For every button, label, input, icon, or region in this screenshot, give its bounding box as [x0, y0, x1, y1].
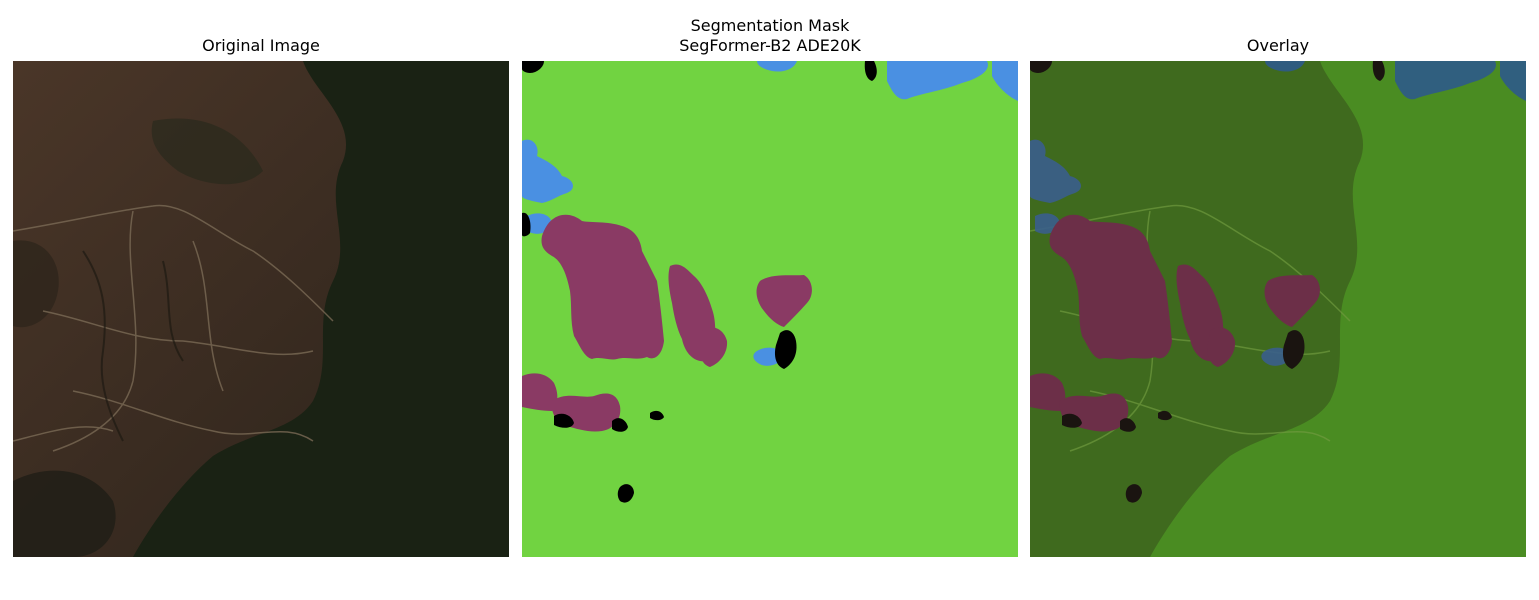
- segmentation-mask-panel: [522, 61, 1018, 557]
- earth-region-right: [756, 275, 812, 327]
- overlay-water-top-right: [1395, 61, 1496, 100]
- forest-patch-left: [13, 240, 59, 328]
- overlay-water-top-center: [1265, 61, 1305, 72]
- unlabeled-region-top-left: [522, 61, 544, 73]
- overlay-unlabeled-bottom-b: [1120, 418, 1136, 432]
- overlay-earth-mid-lobe: [1207, 327, 1236, 367]
- forest-region: [133, 61, 509, 557]
- overlay-earth-bottom-left: [1030, 373, 1066, 411]
- unlabeled-region-lower: [617, 484, 634, 503]
- segmentation-mask-image: [522, 61, 1018, 557]
- overlay-forest-region: [1150, 61, 1526, 557]
- water-region-top-right: [887, 61, 988, 100]
- water-region-left: [522, 139, 574, 203]
- segmentation-model-subtitle: SegFormer-B2 ADE20K: [679, 36, 861, 55]
- forest-patch-upper: [151, 118, 263, 185]
- original-image-panel: [13, 61, 509, 557]
- original-satellite-image: [13, 61, 509, 557]
- overlay-unlabeled-top: [1372, 61, 1385, 81]
- overlay-unlabeled-lower: [1125, 484, 1142, 503]
- unlabeled-region-bottom-c: [650, 410, 664, 421]
- unlabeled-region-top: [864, 61, 877, 81]
- overlay-unlabeled-top-left: [1030, 61, 1052, 73]
- overlay-earth-main: [1049, 214, 1172, 360]
- water-region-top-right-edge: [992, 61, 1018, 101]
- overlay-water-left: [1030, 139, 1082, 203]
- unlabeled-region-bottom-a: [554, 413, 574, 428]
- earth-region-main: [541, 214, 664, 360]
- unlabeled-region-left-edge: [522, 212, 531, 237]
- forest-patch-lower-left: [13, 470, 116, 557]
- overlay-unlabeled-bottom-c: [1158, 410, 1172, 421]
- earth-region-bottom-left: [522, 373, 558, 411]
- drainage-lines: [82, 250, 184, 442]
- overlay-unlabeled-bottom-a: [1062, 413, 1082, 428]
- overlay-title: Overlay: [1246, 36, 1310, 55]
- water-region-top-center: [757, 61, 797, 72]
- original-image-title: Original Image: [202, 36, 320, 55]
- overlay-unlabeled-center: [1282, 330, 1305, 369]
- unlabeled-region-bottom-b: [612, 418, 628, 432]
- segmentation-mask-title: Segmentation Mask: [690, 16, 850, 35]
- overlay-panel: [1030, 61, 1526, 557]
- overlay-earth-right: [1264, 275, 1320, 327]
- dirt-tracks: [13, 204, 334, 452]
- overlay-water-top-right-edge: [1500, 61, 1526, 101]
- overlay-image: [1030, 61, 1526, 557]
- earth-region-mid-lobe: [699, 327, 728, 367]
- unlabeled-region-center: [774, 330, 797, 369]
